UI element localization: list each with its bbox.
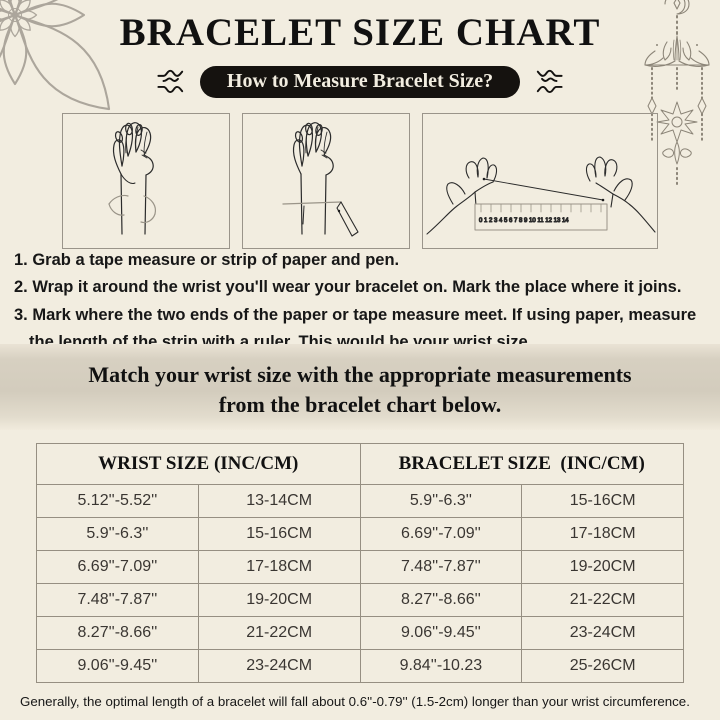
svg-text:0 1 2 3 4 5 6 7 8 9 10 11 12 1: 0 1 2 3 4 5 6 7 8 9 10 11 12 13 14 (479, 218, 569, 224)
